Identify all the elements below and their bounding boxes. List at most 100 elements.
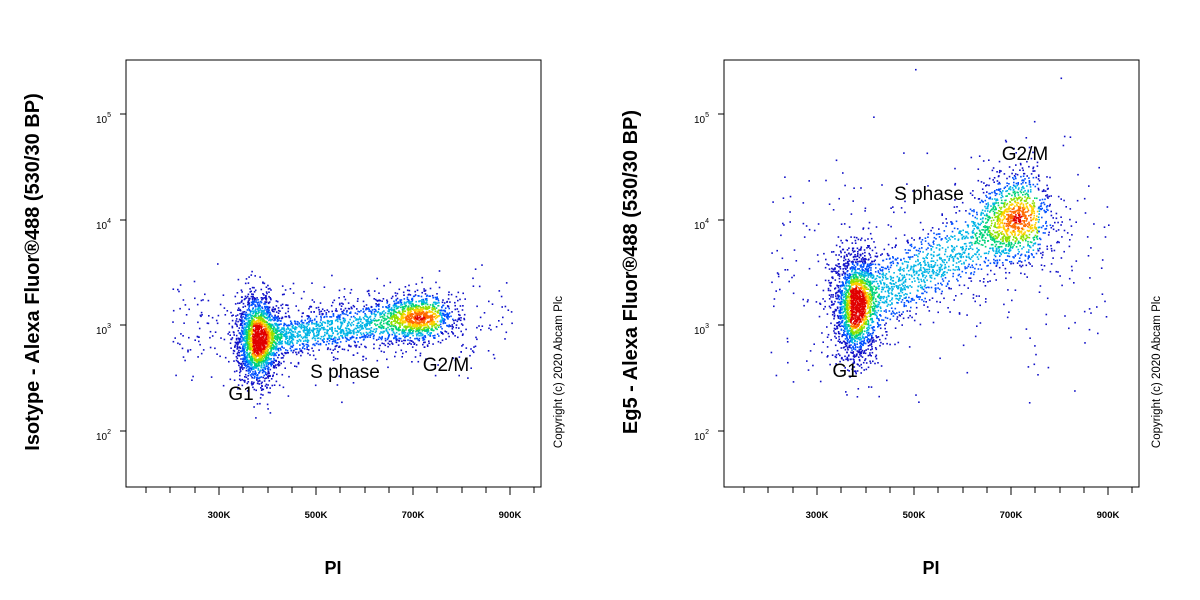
data-point [258, 326, 261, 328]
data-point [261, 360, 263, 363]
data-point [449, 301, 451, 303]
data-point [256, 349, 259, 352]
data-point [247, 369, 250, 371]
data-point [251, 348, 254, 350]
data-point [263, 356, 266, 359]
data-point [257, 359, 259, 361]
data-point [393, 306, 396, 309]
data-point [254, 304, 257, 306]
data-point [249, 310, 252, 312]
data-point [306, 334, 309, 337]
data-point [259, 333, 261, 335]
data-point [398, 326, 401, 328]
data-point [294, 348, 297, 351]
annotation-g1: G1 [228, 384, 253, 405]
data-point [418, 310, 421, 313]
data-point [331, 328, 333, 330]
data-point [187, 349, 189, 352]
data-point [410, 310, 413, 312]
data-point [191, 379, 193, 381]
data-point [413, 295, 416, 297]
data-point [991, 243, 994, 246]
data-point [409, 331, 411, 333]
data-point [899, 266, 902, 269]
data-point [258, 352, 261, 355]
data-point [273, 367, 275, 369]
data-point [246, 329, 248, 331]
data-point [375, 324, 377, 327]
data-point [415, 306, 417, 309]
data-point [243, 360, 245, 363]
data-point [270, 354, 273, 357]
data-point [363, 338, 365, 341]
data-point [268, 319, 270, 322]
data-point [260, 353, 263, 356]
data-point [254, 314, 256, 317]
data-point [318, 331, 320, 334]
data-point [260, 363, 263, 365]
data-point [274, 365, 276, 368]
data-point [260, 320, 263, 323]
data-point [241, 378, 243, 381]
data-point [237, 307, 240, 309]
data-point [244, 295, 247, 298]
data-point [336, 384, 339, 386]
data-point [348, 308, 351, 310]
data-point [237, 337, 240, 340]
data-point [429, 295, 431, 297]
data-point [936, 264, 939, 267]
data-point [394, 333, 396, 335]
data-point [256, 323, 259, 326]
data-point [409, 313, 412, 315]
data-point [874, 259, 876, 262]
data-point [217, 263, 219, 265]
data-point [406, 296, 409, 299]
data-point [365, 320, 368, 323]
data-point [418, 324, 421, 327]
data-point [387, 310, 389, 312]
data-point [253, 355, 256, 357]
data-point [248, 319, 251, 322]
data-point [197, 321, 199, 324]
data-point [938, 256, 941, 259]
data-point [424, 335, 426, 337]
data-point [913, 299, 915, 301]
data-point [263, 344, 266, 347]
data-point [194, 297, 196, 300]
data-point [501, 306, 503, 308]
y-tick-label: 105 [96, 112, 111, 126]
data-point [905, 296, 907, 298]
data-point [260, 322, 263, 324]
data-point [440, 314, 443, 317]
data-point [249, 297, 251, 300]
data-point [341, 348, 344, 350]
data-point [452, 319, 455, 322]
data-point [262, 357, 264, 360]
data-point [271, 309, 273, 311]
data-point [946, 261, 948, 264]
data-point [436, 293, 438, 295]
data-point [980, 222, 982, 225]
data-point [249, 288, 251, 290]
data-point [252, 300, 254, 303]
data-point [254, 373, 256, 376]
data-point [248, 299, 250, 301]
data-point [252, 373, 254, 375]
data-point [284, 341, 287, 344]
data-point [248, 347, 251, 349]
data-point [415, 320, 417, 323]
data-point [352, 331, 355, 334]
data-point [429, 287, 432, 290]
data-point [442, 322, 445, 325]
data-point [1045, 211, 1047, 213]
data-point [345, 330, 348, 332]
data-point [277, 330, 279, 332]
data-point [409, 339, 411, 342]
data-point [943, 267, 946, 270]
data-point [390, 312, 393, 315]
data-point [407, 343, 409, 345]
data-point [408, 302, 410, 304]
data-point [232, 349, 235, 352]
data-point [272, 316, 275, 319]
data-point [370, 322, 373, 324]
